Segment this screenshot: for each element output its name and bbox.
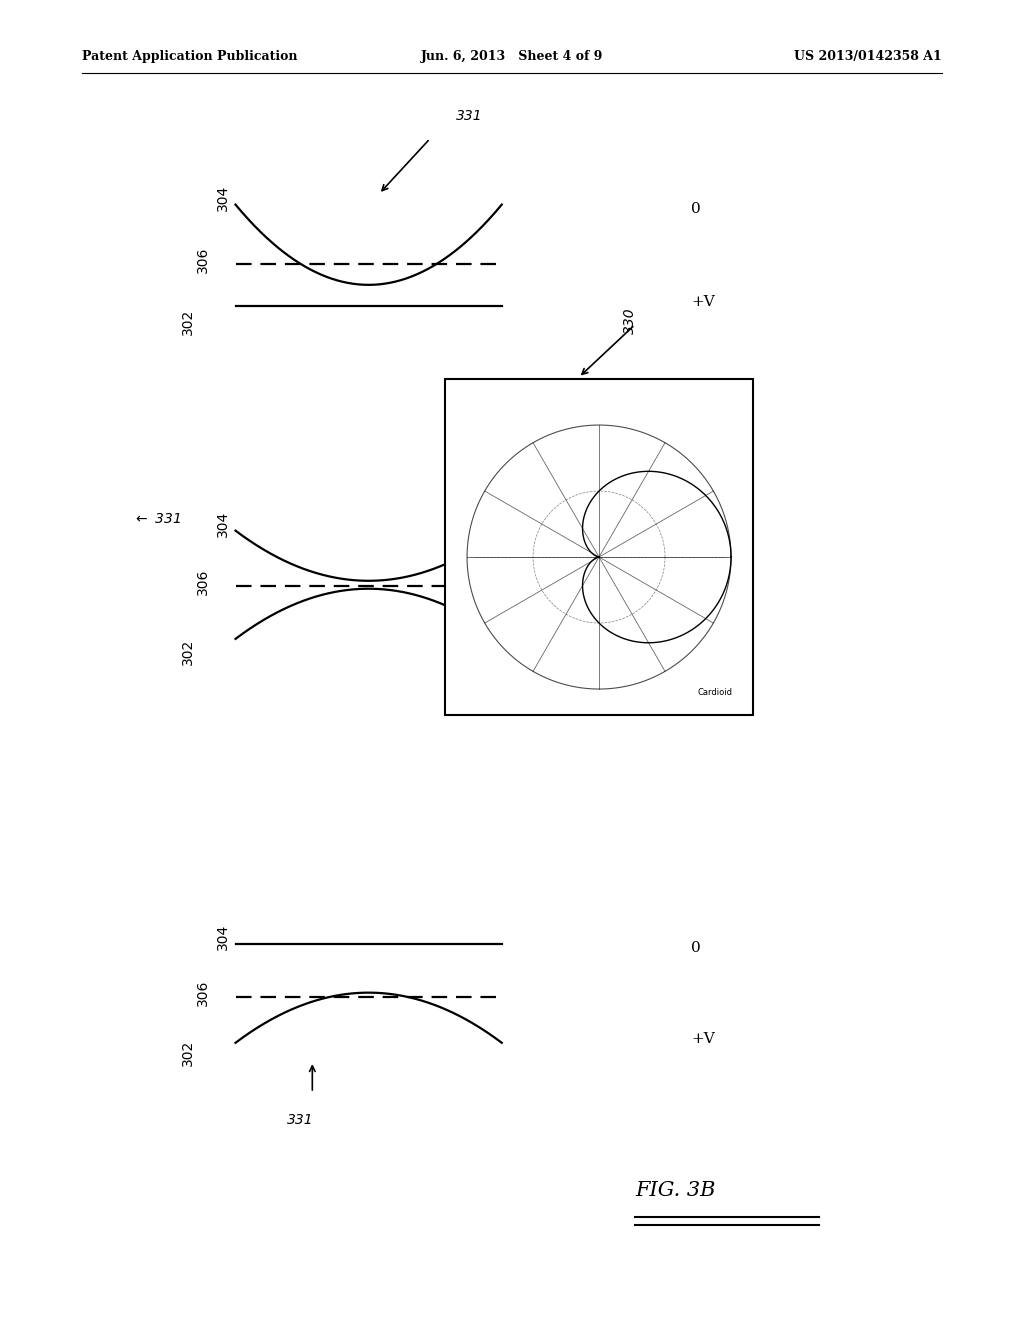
Text: 306: 306 xyxy=(196,569,210,595)
Text: 0: 0 xyxy=(691,941,701,954)
Text: US 2013/0142358 A1: US 2013/0142358 A1 xyxy=(795,50,942,63)
Text: 304: 304 xyxy=(216,185,230,211)
Text: +V: +V xyxy=(691,1032,715,1045)
Text: 306: 306 xyxy=(196,979,210,1006)
Text: $\leftarrow$ 331: $\leftarrow$ 331 xyxy=(133,512,181,525)
Text: FIG. 3B: FIG. 3B xyxy=(635,1181,716,1200)
Text: 304: 304 xyxy=(216,511,230,537)
Text: Cardioid: Cardioid xyxy=(697,688,732,697)
Text: 331: 331 xyxy=(456,110,482,123)
Text: 302: 302 xyxy=(180,639,195,665)
Bar xyxy=(445,379,753,715)
Text: 306: 306 xyxy=(196,247,210,273)
Text: Jun. 6, 2013   Sheet 4 of 9: Jun. 6, 2013 Sheet 4 of 9 xyxy=(421,50,603,63)
Text: 304: 304 xyxy=(216,924,230,950)
Text: 302: 302 xyxy=(180,1040,195,1067)
Text: 330: 330 xyxy=(623,308,637,334)
Text: 331: 331 xyxy=(287,1113,313,1127)
Text: +V: +V xyxy=(691,296,715,309)
Text: +V: +V xyxy=(691,628,715,642)
Text: Patent Application Publication: Patent Application Publication xyxy=(82,50,297,63)
Text: 302: 302 xyxy=(180,309,195,335)
Text: 0: 0 xyxy=(691,528,701,541)
Text: 0: 0 xyxy=(691,202,701,215)
